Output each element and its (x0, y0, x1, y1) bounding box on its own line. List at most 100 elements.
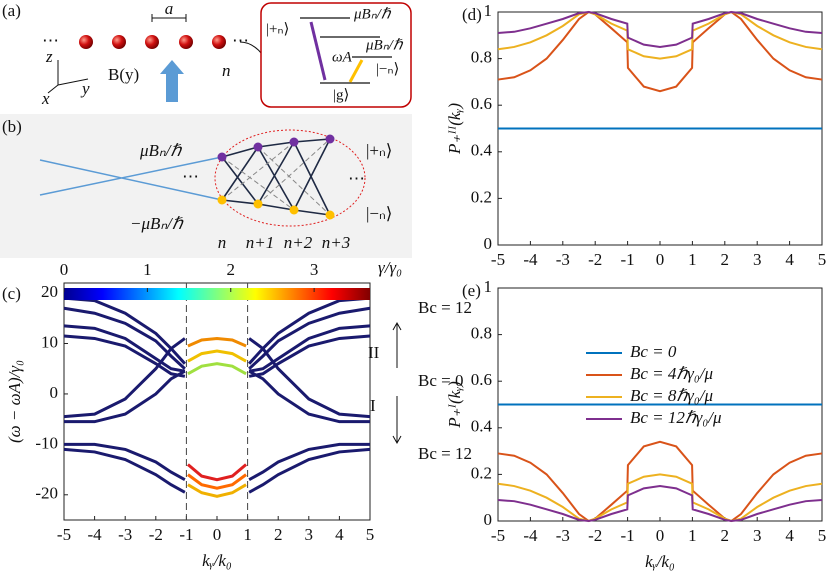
transition (348, 59, 364, 83)
panel-label: (d) (462, 5, 482, 24)
dots: ⋯ (42, 31, 59, 50)
dots: ⋯ (232, 31, 249, 50)
level-label: −μBₙ/ℏ (130, 214, 184, 233)
field: B(y) (108, 65, 139, 84)
x-tick-label: -2 (149, 525, 163, 544)
x-tick-label: 0 (656, 526, 665, 545)
series-line (497, 473, 823, 523)
y-tick-label: 0.4 (471, 417, 493, 436)
y-tick-label: 0.8 (471, 48, 492, 67)
atom (179, 35, 193, 49)
x-tick-label: 3 (753, 250, 762, 269)
state: |+ₙ⟩ (366, 141, 392, 160)
series-line (497, 10, 823, 93)
coupling (39, 156, 223, 201)
x-tick-label: -5 (57, 525, 71, 544)
y-tick-label: 0.6 (471, 370, 492, 389)
panel-label: (b) (2, 117, 22, 136)
x-tick-label: -3 (556, 526, 570, 545)
site: n+3 (322, 233, 350, 252)
x-tick-label: -2 (588, 526, 602, 545)
site: n+2 (284, 233, 313, 252)
x-tick-label: -1 (179, 525, 193, 544)
x-tick-label: 4 (785, 526, 794, 545)
series-line (187, 349, 247, 363)
series-line (64, 369, 370, 424)
axes-icon (47, 60, 89, 94)
colorbar-tick-label: 3 (310, 260, 319, 279)
x-axis-label: kᵧ/k₀ (645, 552, 675, 571)
atom (79, 35, 93, 49)
atom (112, 35, 126, 49)
y-tick-label: 0 (484, 234, 493, 253)
series-line (63, 334, 371, 378)
panel-b: (b) μBₙ/ℏ −μBₙ/ℏ |+ₙ⟩ |−ₙ⟩ ⋯ ⋯ n n+1 n+2… (0, 114, 412, 258)
series-line (64, 442, 370, 481)
x-tick-label: 0 (656, 250, 665, 269)
y-tick-label: 20 (41, 282, 58, 301)
colorbar-tick-label: 1 (143, 260, 152, 279)
state: |g⟩ (333, 87, 349, 103)
series-line (186, 463, 248, 482)
x-tick-label: 1 (243, 525, 252, 544)
level-box (260, 2, 412, 108)
x-tick-label: -3 (118, 525, 132, 544)
panel-a: (a) ⋯ ⋯ a z y x B(y) n |+ₙ⟩ |−ₙ⟩ |g⟩ μBₙ… (2, 0, 412, 108)
state: |−ₙ⟩ (376, 61, 399, 77)
annotation: I (370, 396, 376, 415)
splitting: μBₙ/ℏ (365, 37, 404, 53)
y-tick-label: -10 (35, 433, 58, 452)
level-label: μBₙ/ℏ (139, 141, 182, 160)
x-tick-label: -5 (491, 526, 505, 545)
x-tick-label: -5 (491, 250, 505, 269)
x-tick-label: 5 (818, 526, 827, 545)
coupling (221, 138, 331, 216)
site: n (218, 233, 227, 252)
y-axis-label: P₊ᴵ(kᵧ) (445, 381, 464, 429)
y-tick-label: 0.2 (471, 187, 492, 206)
x-tick-label: 1 (688, 250, 697, 269)
x-tick-label: -4 (523, 250, 538, 269)
series-line (187, 473, 247, 490)
series-line (63, 306, 371, 370)
x-axis-label: kᵧ/k₀ (202, 551, 232, 570)
transition (309, 21, 327, 81)
coupling (221, 138, 331, 216)
y-tick-label: 0.4 (471, 141, 493, 160)
y-tick-label: 0 (50, 383, 59, 402)
series-line (497, 440, 823, 523)
panel-label: (c) (2, 284, 21, 303)
panel-bg (0, 114, 412, 258)
x-tick-label: -2 (588, 250, 602, 269)
series-line (63, 337, 371, 419)
colorbar-tick-label: 0 (60, 260, 69, 279)
field-arrow (160, 60, 184, 102)
y-axis-label: P₊ᴵᴵ(kᵧ) (445, 103, 464, 155)
y-axis-label: (ω − ωA)/γ₀ (5, 360, 24, 443)
splitting: μBₙ/ℏ (353, 6, 392, 22)
x-tick-label: 2 (721, 250, 730, 269)
series-line (187, 336, 247, 348)
region (214, 129, 366, 227)
atom (145, 35, 159, 49)
colorbar (64, 288, 370, 300)
legend-label: Bc = 0 (630, 342, 677, 361)
dots: ⋯ (348, 169, 365, 188)
series-line (497, 10, 823, 48)
legend-label: Bc = 12ℏγ₀/μ (630, 408, 722, 427)
atom (212, 35, 226, 49)
colorbar-tick-label: 2 (227, 260, 236, 279)
site: n+1 (246, 233, 274, 252)
x-tick-label: -4 (88, 525, 103, 544)
y-tick-label: 0.6 (471, 94, 492, 113)
annotation: Bc = 0 (418, 371, 463, 390)
x-tick-label: 2 (721, 526, 730, 545)
axis: y (80, 79, 90, 98)
x-tick-label: -1 (621, 250, 635, 269)
dots: ⋯ (182, 167, 199, 186)
legend-label: Bc = 8ℏγ₀/μ (630, 386, 713, 405)
x-tick-label: -4 (523, 526, 538, 545)
state: |−ₙ⟩ (366, 204, 392, 223)
x-tick-label: 1 (688, 526, 697, 545)
